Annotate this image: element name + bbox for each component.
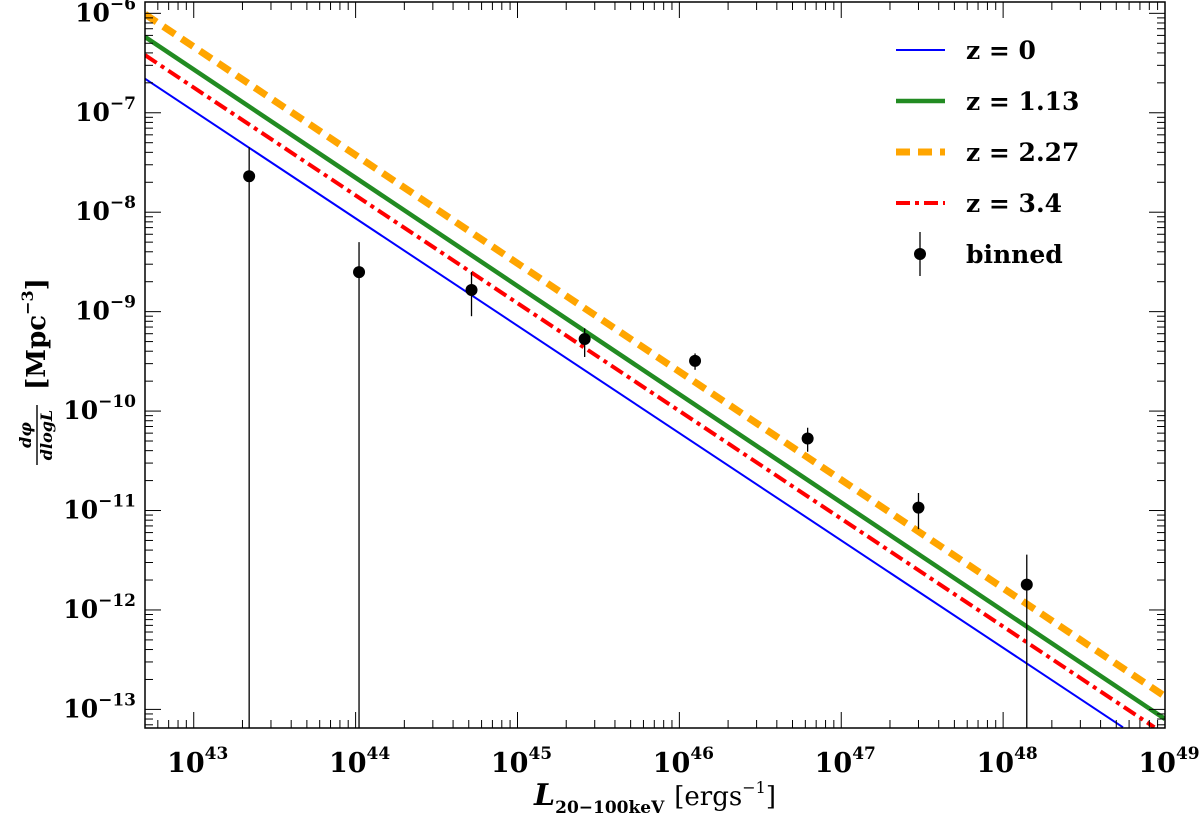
y-tick-label-base: 10 bbox=[63, 396, 98, 425]
y-tick-label-base: 10 bbox=[63, 496, 98, 525]
y-tick-label-exponent: −12 bbox=[98, 591, 136, 611]
y-axis-unit-exponent: −3 bbox=[18, 290, 37, 315]
legend-label-3: z = 2.27 bbox=[966, 138, 1079, 167]
y-tick-label-exponent: −11 bbox=[98, 492, 136, 512]
axis-ticks bbox=[144, 2, 1166, 728]
binned-point-1 bbox=[243, 170, 256, 183]
legend: z = 0 z = 1.13 z = 2.27 z = 3.4 binned bbox=[896, 36, 1079, 276]
legend-label-1: z = 0 bbox=[966, 36, 1036, 65]
legend-binned-marker bbox=[914, 248, 926, 260]
y-axis-unit-prefix: [Mpc bbox=[22, 315, 52, 390]
y-tick-label-exponent: −8 bbox=[110, 193, 136, 213]
y-tick-label--12: 10−12 bbox=[63, 591, 136, 624]
x-tick-label-base: 10 bbox=[1138, 748, 1176, 779]
x-tick-label-exponent: 43 bbox=[205, 744, 229, 764]
y-tick-label-base: 10 bbox=[75, 98, 110, 127]
binned-point-8 bbox=[1020, 578, 1033, 591]
binned-point-2 bbox=[353, 266, 366, 279]
legend-label-2: z = 1.13 bbox=[966, 87, 1079, 116]
y-axis-title: dφ dlogL [Mpc−3] bbox=[16, 278, 56, 465]
y-tick-label-base: 10 bbox=[75, 297, 110, 326]
y-tick-label-exponent: −10 bbox=[98, 392, 136, 412]
y-tick-label--9: 10−9 bbox=[75, 293, 136, 326]
series-lines bbox=[145, 11, 1165, 728]
y-tick-label--6: 10−6 bbox=[75, 0, 136, 27]
y-tick-label--13: 10−13 bbox=[63, 690, 136, 723]
tick-labels: 1043 1044 1045 1046 1047 1048 104910−1310−1210… bbox=[63, 0, 1199, 779]
x-tick-label-base: 10 bbox=[491, 748, 529, 779]
binned-point-7 bbox=[912, 501, 925, 514]
y-axis-denominator: dlogL bbox=[37, 410, 56, 460]
x-tick-label-base: 10 bbox=[167, 748, 205, 779]
series-line-2 bbox=[145, 35, 1165, 721]
x-tick-label-exponent: 46 bbox=[690, 744, 714, 764]
x-axis-unit-exponent: −1 bbox=[742, 778, 766, 797]
x-tick-label-exponent: 49 bbox=[1176, 744, 1200, 764]
x-tick-label-45: 1045 bbox=[491, 744, 552, 779]
x-tick-label-base: 10 bbox=[976, 748, 1014, 779]
series-line-4 bbox=[145, 53, 1156, 728]
y-axis-numerator: dφ bbox=[16, 422, 35, 448]
y-axis-unit: [Mpc−3] bbox=[18, 278, 52, 390]
x-tick-label-base: 10 bbox=[653, 748, 691, 779]
y-tick-label-base: 10 bbox=[75, 0, 110, 27]
x-tick-label-exponent: 44 bbox=[367, 744, 391, 764]
x-tick-label-base: 10 bbox=[815, 748, 853, 779]
y-tick-label-base: 10 bbox=[63, 694, 98, 723]
x-tick-label-47: 1047 bbox=[815, 744, 876, 779]
x-tick-label-49: 1049 bbox=[1138, 744, 1199, 779]
binned-point-4 bbox=[578, 333, 591, 346]
x-axis-unit-close: ] bbox=[766, 782, 776, 812]
y-tick-label-exponent: −6 bbox=[110, 0, 136, 14]
x-axis-symbol: L bbox=[533, 778, 555, 813]
x-tick-label-base: 10 bbox=[329, 748, 367, 779]
x-tick-label-exponent: 47 bbox=[852, 744, 876, 764]
x-tick-label-48: 1048 bbox=[976, 744, 1037, 779]
series-line-1 bbox=[145, 77, 1124, 728]
y-tick-label--7: 10−7 bbox=[75, 94, 136, 127]
y-axis-unit-close: ] bbox=[22, 278, 52, 290]
y-tick-label--11: 10−11 bbox=[63, 492, 136, 525]
x-tick-label-46: 1046 bbox=[653, 744, 714, 779]
x-tick-label-43: 1043 bbox=[167, 744, 228, 779]
plot-frame bbox=[144, 1, 1166, 729]
legend-label-binned: binned bbox=[966, 240, 1063, 269]
series-line-3 bbox=[145, 11, 1165, 700]
binned-point-5 bbox=[689, 354, 702, 367]
binned-point-3 bbox=[465, 284, 478, 297]
y-tick-label--10: 10−10 bbox=[63, 392, 136, 425]
legend-label-4: z = 3.4 bbox=[966, 189, 1062, 218]
binned-point-6 bbox=[801, 432, 814, 445]
y-tick-label-exponent: −13 bbox=[98, 690, 136, 710]
y-tick-label--8: 10−8 bbox=[75, 193, 136, 226]
x-tick-label-exponent: 48 bbox=[1014, 744, 1038, 764]
x-axis-unit: [ergs bbox=[674, 782, 742, 812]
y-tick-label-exponent: −7 bbox=[110, 94, 136, 114]
y-tick-label-base: 10 bbox=[75, 197, 110, 226]
x-axis-title: L20−100keV [ergs−1] bbox=[533, 778, 776, 817]
y-tick-label-base: 10 bbox=[63, 595, 98, 624]
x-tick-label-44: 1044 bbox=[329, 744, 390, 779]
x-axis-subscript: 20−100keV bbox=[555, 798, 665, 817]
x-tick-label-exponent: 45 bbox=[528, 744, 552, 764]
y-tick-label-exponent: −9 bbox=[110, 293, 136, 313]
binned-points bbox=[243, 147, 1033, 728]
